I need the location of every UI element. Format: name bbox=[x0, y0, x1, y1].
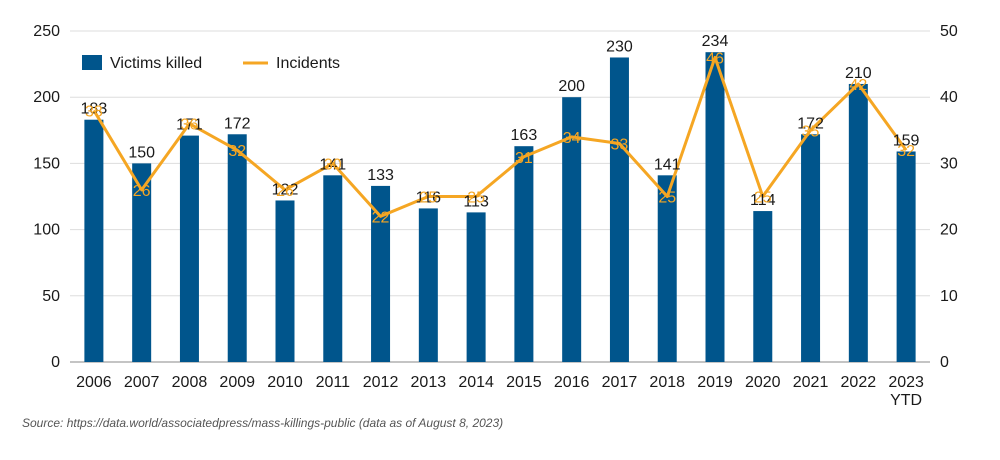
x-tick-label: 2012 bbox=[363, 374, 399, 391]
x-tick-label: 2014 bbox=[458, 374, 494, 391]
x-tick-label: 2007 bbox=[124, 374, 160, 391]
line-value-label: 34 bbox=[563, 130, 581, 147]
x-tick-label: 2006 bbox=[76, 374, 112, 391]
line-value-label: 33 bbox=[611, 137, 629, 154]
line-value-label: 26 bbox=[133, 183, 151, 200]
bar bbox=[753, 211, 773, 362]
bar bbox=[466, 212, 486, 362]
bar-value-label: 114 bbox=[750, 192, 776, 209]
x-tick-label: 2015 bbox=[506, 374, 542, 391]
x-tick-label: 2013 bbox=[411, 374, 447, 391]
bar-value-label: 141 bbox=[319, 156, 346, 173]
source-note: Source: https://data.world/associatedpre… bbox=[22, 416, 504, 430]
left-axis-ticks: 0 50 100 150 200 250 bbox=[33, 23, 60, 371]
bar bbox=[323, 175, 343, 362]
right-tick-label: 40 bbox=[940, 89, 958, 106]
x-tick-label: 2017 bbox=[602, 374, 638, 391]
right-tick-label: 50 bbox=[940, 23, 958, 40]
bar-value-label: 172 bbox=[797, 115, 824, 132]
bar bbox=[371, 185, 391, 362]
line-value-label: 32 bbox=[897, 143, 915, 160]
legend: Victims killed Incidents bbox=[82, 55, 340, 72]
line-value-label: 36 bbox=[181, 117, 199, 134]
line-series bbox=[92, 55, 908, 218]
bar-value-label: 133 bbox=[367, 167, 394, 184]
bar-value-label: 183 bbox=[81, 101, 108, 118]
x-tick-label: 2020 bbox=[745, 374, 781, 391]
left-tick-label: 50 bbox=[42, 288, 60, 305]
line-value-label: 26 bbox=[276, 183, 294, 200]
bar-value-label: 159 bbox=[893, 132, 920, 149]
gridlines bbox=[70, 30, 930, 363]
bar-data-labels: 183 150 171 172 122 141 133 116 113 163 200 230 141 2… bbox=[81, 33, 920, 210]
x-tick-label: 2016 bbox=[554, 374, 590, 391]
line-value-label: 32 bbox=[228, 143, 246, 160]
bar-value-label: 234 bbox=[702, 33, 729, 50]
bar bbox=[132, 163, 152, 362]
bar-value-label: 116 bbox=[416, 189, 442, 206]
left-tick-label: 0 bbox=[51, 354, 60, 371]
bar-value-label: 171 bbox=[176, 117, 203, 134]
x-tick-label: 2010 bbox=[267, 374, 303, 391]
bar bbox=[609, 57, 629, 362]
bar bbox=[801, 134, 821, 362]
x-axis-ticks: 2006 2007 2008 2009 2010 2011 2012 2013 2014 2015… bbox=[76, 374, 924, 409]
bar-value-label: 200 bbox=[558, 78, 585, 95]
x-tick-label: 2023 YTD bbox=[888, 374, 924, 409]
left-tick-label: 200 bbox=[33, 89, 60, 106]
bar bbox=[562, 97, 582, 362]
x-tick-label: 2011 bbox=[316, 374, 351, 391]
x-tick-label: 2008 bbox=[172, 374, 208, 391]
bar-series bbox=[84, 52, 916, 363]
bar bbox=[705, 52, 725, 363]
right-tick-label: 0 bbox=[940, 354, 949, 371]
bar-value-label: 150 bbox=[128, 144, 155, 161]
line-value-label: 30 bbox=[324, 156, 342, 173]
legend-swatch-victims bbox=[82, 55, 102, 70]
bar-value-label: 141 bbox=[654, 156, 681, 173]
left-tick-label: 100 bbox=[33, 222, 60, 239]
line-value-label: 25 bbox=[754, 190, 772, 207]
x-tick-label: 2021 bbox=[793, 374, 829, 391]
x-tick-label: 2019 bbox=[697, 374, 733, 391]
bar bbox=[275, 200, 295, 362]
right-axis-ticks: 0 10 20 30 40 50 bbox=[940, 23, 958, 371]
bar bbox=[227, 134, 247, 362]
line-value-label: 35 bbox=[802, 123, 820, 140]
bar-value-label: 113 bbox=[463, 193, 489, 210]
bar bbox=[418, 208, 438, 362]
left-tick-label: 250 bbox=[33, 23, 60, 40]
bar bbox=[84, 119, 104, 362]
x-tick-label: 2009 bbox=[219, 374, 255, 391]
bar-value-label: 163 bbox=[511, 127, 538, 144]
left-tick-label: 150 bbox=[33, 155, 60, 172]
line-value-label: 25 bbox=[419, 190, 437, 207]
x-tick-label: 2018 bbox=[649, 374, 685, 391]
line-data-labels: 38 26 36 32 26 30 22 25 25 31 34 33 25 46 25 35 42 32 bbox=[85, 50, 915, 226]
right-tick-label: 10 bbox=[940, 288, 958, 305]
line-value-label: 31 bbox=[515, 150, 533, 167]
line-value-label: 22 bbox=[372, 209, 390, 226]
right-tick-label: 30 bbox=[940, 155, 958, 172]
line-value-label: 25 bbox=[467, 190, 485, 207]
legend-label-victims: Victims killed bbox=[110, 55, 202, 72]
incidents-line bbox=[92, 55, 908, 218]
line-value-label: 46 bbox=[706, 50, 724, 67]
right-tick-label: 20 bbox=[940, 222, 958, 239]
line-value-label: 42 bbox=[849, 77, 867, 94]
bar-value-label: 122 bbox=[272, 181, 299, 198]
bar-value-label: 210 bbox=[845, 65, 872, 82]
x-tick-label: 2022 bbox=[841, 374, 877, 391]
legend-label-incidents: Incidents bbox=[276, 55, 340, 72]
bar bbox=[896, 151, 916, 362]
bar bbox=[514, 146, 534, 362]
bar bbox=[848, 83, 868, 363]
bar bbox=[657, 175, 677, 362]
line-value-label: 25 bbox=[658, 190, 676, 207]
bar-value-label: 230 bbox=[606, 38, 633, 55]
line-value-label: 38 bbox=[85, 103, 103, 120]
bar bbox=[179, 135, 199, 362]
bar-value-label: 172 bbox=[224, 115, 251, 132]
